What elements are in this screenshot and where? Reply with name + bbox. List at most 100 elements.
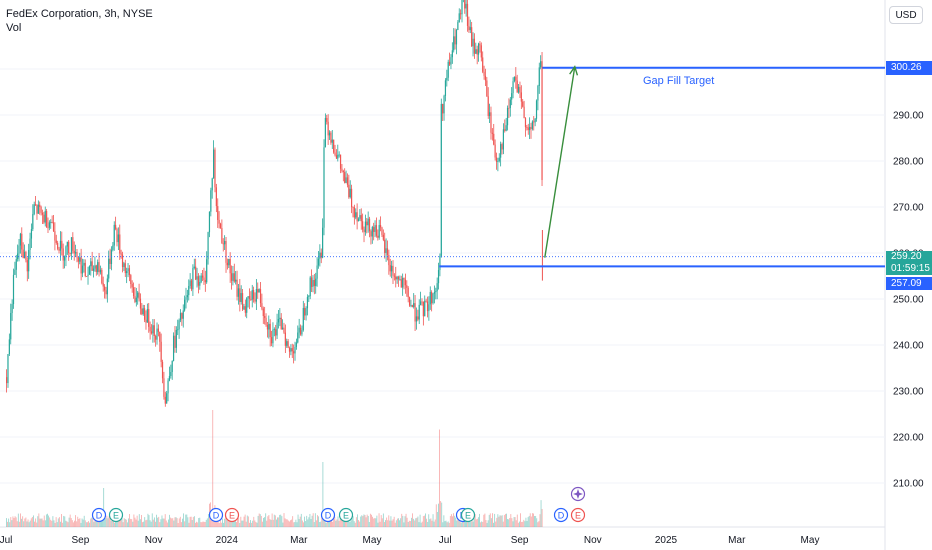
candle-body <box>357 218 360 222</box>
volume-bar <box>519 521 520 527</box>
volume-bar <box>486 522 488 527</box>
candle-body <box>235 279 237 282</box>
currency-button[interactable]: USD <box>889 6 923 24</box>
volume-bar <box>380 515 382 527</box>
candle-body <box>261 303 263 309</box>
candle-body <box>297 332 299 343</box>
volume-bar <box>488 514 490 527</box>
candle-body <box>439 255 441 271</box>
dividend-marker[interactable]: D <box>208 507 224 523</box>
volume-bar <box>237 519 239 527</box>
volume-bar <box>109 516 111 527</box>
volume-bar <box>51 520 53 527</box>
candle-body <box>523 106 525 119</box>
volume-bar <box>314 513 316 527</box>
volume-bar <box>309 513 311 527</box>
volume-bar <box>205 519 207 527</box>
candle-body <box>484 75 487 81</box>
volume-bar <box>455 517 457 527</box>
candle-body <box>132 287 135 296</box>
volume-bar <box>21 518 23 527</box>
volume-bar <box>479 513 480 527</box>
candle-body <box>309 277 311 297</box>
volume-bar <box>176 518 178 527</box>
volume-bar <box>190 516 192 527</box>
volume-bar <box>187 517 189 527</box>
volume-bar <box>301 520 303 527</box>
gap-fill-arrow <box>544 66 576 258</box>
candle-body <box>324 118 326 148</box>
candle-body <box>160 341 162 362</box>
volume-bar <box>247 516 249 527</box>
x-tick-label: 2024 <box>216 535 239 546</box>
candle-body <box>135 297 137 302</box>
volume-bar <box>452 516 453 527</box>
earnings-marker[interactable]: E <box>108 507 124 523</box>
candle-body <box>204 280 206 283</box>
candle-body <box>59 240 62 251</box>
candle-body <box>190 280 193 290</box>
candle-body <box>239 288 241 302</box>
volume-bar <box>320 521 322 527</box>
volume-bar <box>282 522 284 527</box>
volume-bar <box>25 517 27 527</box>
dividend-marker[interactable]: D <box>91 507 107 523</box>
volume-bar <box>327 518 329 527</box>
volume-bar <box>115 521 116 527</box>
candle-body <box>55 240 57 243</box>
candle-body <box>448 61 451 65</box>
volume-bar <box>44 520 46 527</box>
earnings-marker[interactable]: E <box>224 507 240 523</box>
volume-bar <box>471 515 473 527</box>
x-tick-label: Jul <box>0 535 12 546</box>
volume-bar <box>256 522 258 527</box>
volume-bar <box>148 515 150 527</box>
volume-bar <box>287 520 289 527</box>
candle-body <box>415 316 418 322</box>
candle-body <box>196 276 198 280</box>
volume-bar <box>306 515 308 527</box>
volume-bar <box>246 515 248 527</box>
volume-bar <box>401 513 403 527</box>
volume-bar <box>249 522 250 527</box>
candle-body <box>50 222 52 223</box>
candle-body <box>203 277 205 281</box>
candle-body <box>413 303 415 307</box>
volume-bar <box>312 513 314 527</box>
dividend-marker[interactable]: D <box>553 507 569 523</box>
earnings-marker[interactable]: E <box>460 507 476 523</box>
volume-bar <box>66 521 68 527</box>
candle-body <box>516 80 518 93</box>
volume-bar <box>136 515 138 527</box>
earnings-marker[interactable]: E <box>570 507 586 523</box>
volume-bar <box>254 520 256 527</box>
candle-body <box>97 262 99 272</box>
candle-body <box>537 85 539 101</box>
candle-body <box>386 248 389 255</box>
volume-bar <box>328 517 330 527</box>
candle-body <box>240 293 242 302</box>
volume-bar <box>78 518 80 527</box>
candle-body <box>11 304 13 314</box>
candle-body <box>61 240 63 249</box>
candle-body <box>338 154 340 156</box>
candle-body <box>270 337 273 344</box>
volume-bar <box>422 516 424 527</box>
volume-bar <box>430 518 432 527</box>
candle-body <box>91 261 93 271</box>
volume-bar <box>22 516 24 527</box>
earnings-marker[interactable]: E <box>338 507 354 523</box>
x-tick-label: May <box>363 535 382 546</box>
candle-body <box>472 38 474 47</box>
y-tick-label: 250.00 <box>893 295 924 306</box>
volume-bar <box>522 521 524 527</box>
volume-bar <box>361 515 363 527</box>
volume-bar <box>382 513 384 527</box>
volume-bar <box>137 520 139 527</box>
dividend-marker[interactable]: D <box>320 507 336 523</box>
volume-bar <box>337 516 339 527</box>
volume-bar <box>179 516 181 527</box>
candle-body <box>210 190 212 212</box>
volume-bar <box>134 517 136 527</box>
